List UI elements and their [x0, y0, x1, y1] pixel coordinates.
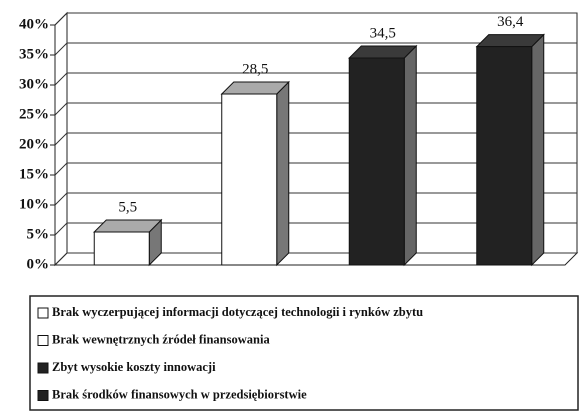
y-tick-label: 15% [19, 166, 49, 182]
y-tick-label: 35% [19, 46, 49, 62]
value-label: 5,5 [118, 199, 137, 215]
legend-box [29, 295, 579, 411]
legend-label: Brak wyczerpującej informacji dotyczącej… [52, 305, 423, 319]
bar-side [276, 80, 290, 267]
y-tick-label: 30% [19, 76, 49, 92]
value-label: 28,5 [242, 61, 268, 77]
value-label: 34,5 [370, 25, 396, 41]
bar-top [93, 219, 163, 233]
y-tick-label: 0% [27, 256, 50, 272]
legend-label: Brak wewnętrznych źródeł finansowania [52, 332, 270, 346]
y-tick-label: 20% [19, 136, 49, 152]
value-label: 36,4 [497, 14, 524, 30]
legend-label: Brak środków finansowych w przedsiębiors… [52, 387, 307, 401]
y-tick-label: 25% [19, 106, 49, 122]
bar [476, 46, 533, 266]
legend-label: Zbyt wysokie koszty innowacji [52, 360, 216, 374]
legend-swatch [37, 335, 49, 346]
bar-side [403, 44, 417, 267]
y-tick-label: 40% [19, 16, 49, 32]
grid-line [54, 12, 577, 26]
bar-top [348, 45, 418, 59]
legend-swatch [37, 362, 49, 374]
bar-side [531, 33, 545, 267]
legend-swatch [37, 390, 49, 401]
grid-line [54, 42, 577, 56]
y-tick-label: 10% [19, 196, 49, 212]
legend-swatch [37, 307, 49, 319]
bar [221, 93, 278, 266]
bar [93, 231, 150, 266]
bar-top [475, 34, 545, 48]
y-tick-label: 5% [27, 226, 50, 242]
bar-top [220, 81, 290, 95]
bar [348, 57, 405, 266]
